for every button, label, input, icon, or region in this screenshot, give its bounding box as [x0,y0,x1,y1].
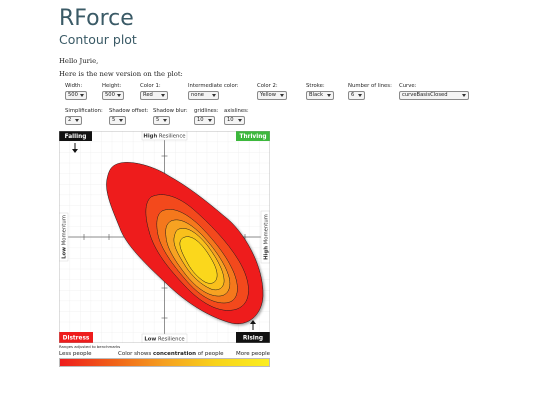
corner-falling: Falling [59,131,92,141]
contour-band-6 [179,236,218,284]
high-resilience-rest: Resilience [157,134,185,140]
curve-label: Curve: [399,83,417,89]
width-select[interactable]: 500 [65,91,87,100]
color2-label: Color 2: [257,83,278,89]
corner-thriving: Thriving [236,131,270,141]
shadow-blur-select[interactable]: 5 [153,116,171,125]
intermediate-color-label: Intermediate color: [188,83,239,89]
number-of-lines-control: Number of lines: 6 [348,83,392,100]
stroke-label: Stroke: [306,83,325,89]
axislines-select[interactable]: 10 [224,116,245,125]
low-resilience-rest: Resilience [156,337,184,343]
high-resilience-bold: High [143,134,157,140]
height-label: Height: [102,83,122,89]
high-momentum-rest: Momentum [264,214,270,246]
high-momentum-label: High Momentum [260,210,270,264]
color1-control: Color 1: Red [140,83,168,100]
low-momentum-label: Low Momentum [59,212,69,262]
falling-arrowhead-icon [72,149,78,153]
number-of-lines-select[interactable]: 6 [348,91,366,100]
color1-select[interactable]: Red [140,91,168,100]
corner-distress: Distress [59,332,93,343]
color-gradient-legend [59,358,270,367]
width-label: Width: [65,83,83,89]
color2-select[interactable]: Yellow [257,91,287,100]
shadow-offset-label: Shadow offset: [109,108,149,114]
color1-label: Color 1: [140,83,161,89]
svg-text:Low Resilience: Low Resilience [144,337,184,343]
rising-arrowhead-icon [250,320,256,324]
more-people-label: More people [236,351,271,357]
simplification-control: Simplification: 2 [65,108,103,125]
simplification-select[interactable]: 2 [65,116,83,125]
height-select[interactable]: 500 [102,91,124,100]
intermediate-color-select[interactable]: none [188,91,219,100]
svg-text:High Momentum: High Momentum [264,214,270,260]
intermediate-color-control: Intermediate color: none [188,83,239,100]
curve-select[interactable]: curveBasisClosed [399,91,469,100]
svg-text:High Resilience: High Resilience [143,134,185,140]
rising-label: Rising [243,336,263,342]
color-legend-caption: Color shows concentration of people [118,351,224,358]
shadow-offset-select[interactable]: 5 [109,116,127,125]
width-control: Width: 500 [65,83,87,100]
greeting-text: Hello Jurie, [59,57,99,65]
low-resilience-label: Low Resilience [141,333,188,343]
distress-label: Distress [63,336,90,342]
thriving-label: Thriving [240,134,267,140]
page-subtitle: Contour plot [59,32,137,47]
gridlines-select[interactable]: 10 [194,116,215,125]
number-of-lines-label: Number of lines: [348,83,392,89]
ranges-note: Ranges adjusted to benchmarks [59,344,121,349]
shadow-offset-control: Shadow offset: 5 [109,108,148,125]
contour-plot: Falling Thriving Distress Rising High Re… [59,131,270,343]
contour-bands [106,162,264,325]
height-control: Height: 500 [102,83,124,100]
gridlines-control: gridlines: 10 [194,108,218,125]
stroke-select[interactable]: Black [306,91,335,100]
curve-control: Curve: curveBasisClosed [399,83,469,100]
simplification-label: Simplification: [65,108,103,114]
legend-caption-bold: concentration [152,351,197,357]
svg-text:Low Momentum: Low Momentum [62,215,68,259]
high-momentum-bold: High [264,246,270,260]
low-resilience-bold: Low [144,337,156,343]
intro-text: Here is the new version on the plot: [59,70,183,78]
less-people-label: Less people [59,351,92,357]
high-resilience-label: High Resilience [141,131,188,141]
legend-caption-post: of people [196,351,224,357]
color2-control: Color 2: Yellow [257,83,287,100]
app-title: RForce [59,6,134,31]
shadow-blur-label: Shadow blur: [153,108,188,114]
axislines-control: axislines: 10 [224,108,249,125]
shadow-blur-control: Shadow blur: 5 [153,108,188,125]
gridlines-label: gridlines: [194,108,219,114]
falling-label: Falling [65,134,87,140]
stroke-control: Stroke: Black [306,83,335,100]
axislines-label: axislines: [224,108,249,114]
corner-rising: Rising [236,332,270,343]
legend-caption-pre: Color shows [118,351,153,357]
low-momentum-bold: Low [62,247,68,259]
low-momentum-rest: Momentum [62,215,68,247]
